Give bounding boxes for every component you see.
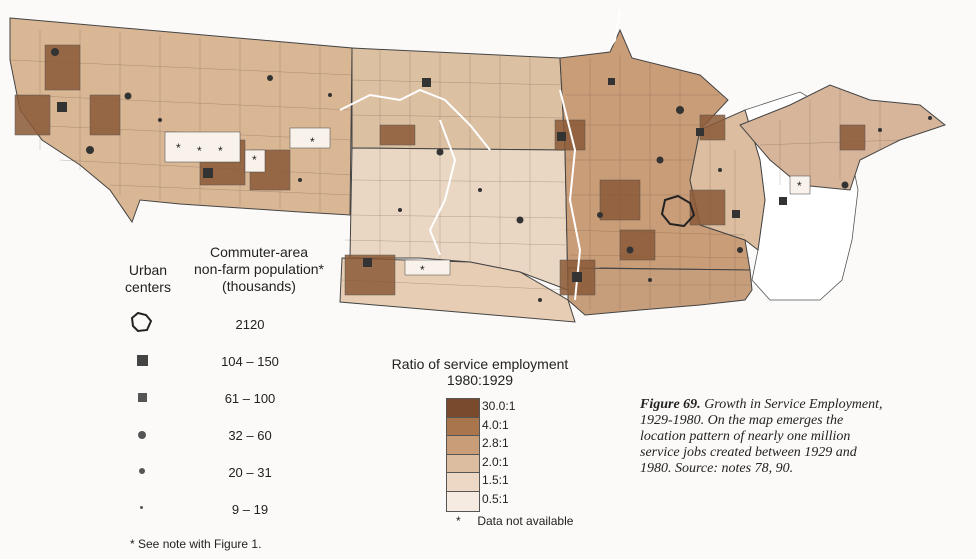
population-class-3: 61 – 100	[224, 391, 276, 406]
ratio-title-line2: 1980:1929	[446, 372, 514, 388]
ratio-label-4: 2.0:1	[482, 454, 509, 469]
svg-text:*: *	[176, 141, 181, 155]
dot-large-symbol	[138, 431, 146, 439]
svg-text:*: *	[252, 153, 257, 167]
svg-text:*: *	[197, 144, 202, 158]
figure-caption: Figure 69. Growth in Service Employment,…	[640, 397, 890, 477]
high-ratio-counties	[14, 44, 866, 296]
urban-title-line1: Urban	[128, 262, 168, 278]
dot-medium-symbol	[139, 468, 145, 474]
ratio-legend-title: Ratio of service employment 1980:1929	[380, 356, 580, 388]
urban-center-markers	[51, 48, 932, 302]
ratio-swatch-6	[446, 490, 480, 512]
population-class-5: 20 – 31	[228, 465, 272, 480]
population-title-line1: Commuter-area	[209, 244, 309, 260]
ratio-title-line1: Ratio of service employment	[391, 356, 569, 372]
not-available-label: Data not available	[477, 514, 574, 528]
low-ratio-counties	[164, 127, 811, 276]
population-title-line3: (thousands)	[222, 278, 296, 294]
population-title-line2: non-farm population*	[194, 261, 324, 277]
svg-text:*: *	[420, 263, 425, 277]
dot-small-symbol	[140, 506, 143, 509]
figure-number: Figure 69.	[640, 397, 701, 412]
population-class-1: 2120	[235, 317, 265, 332]
urban-outline-symbol	[130, 311, 153, 333]
population-class-6: 9 – 19	[231, 502, 269, 517]
urban-title-line2: centers	[125, 279, 171, 295]
footnote: * See note with Figure 1.	[130, 537, 262, 551]
population-class-4: 32 – 60	[228, 428, 272, 443]
urban-centers-title: Urban centers	[112, 262, 184, 296]
population-class-2: 104 – 150	[221, 354, 279, 369]
ratio-label-5: 1.5:1	[482, 473, 509, 487]
not-available-legend: * Data not available	[456, 514, 573, 528]
not-available-markers: * * * * * * *	[176, 135, 802, 277]
square-small-symbol	[138, 393, 147, 402]
caption-text: Growth in Service Employment, 1929-1980.…	[640, 397, 883, 476]
ratio-label-6: 0.5:1	[482, 491, 509, 506]
region-south-band	[567, 267, 753, 316]
not-available-asterisk: *	[456, 514, 461, 528]
svg-text:*: *	[218, 144, 223, 158]
square-large-symbol	[137, 355, 148, 366]
service-employment-map: * * * * * * *	[9, 9, 947, 323]
ratio-label-3: 2.8:1	[482, 436, 509, 450]
population-title: Commuter-area non-farm population* (thou…	[184, 244, 334, 295]
ratio-label-1: 30.0:1	[482, 399, 516, 413]
svg-text:*: *	[797, 179, 802, 193]
svg-text:*: *	[310, 135, 315, 149]
rivers	[339, 9, 621, 301]
ratio-label-2: 4.0:1	[482, 417, 509, 432]
